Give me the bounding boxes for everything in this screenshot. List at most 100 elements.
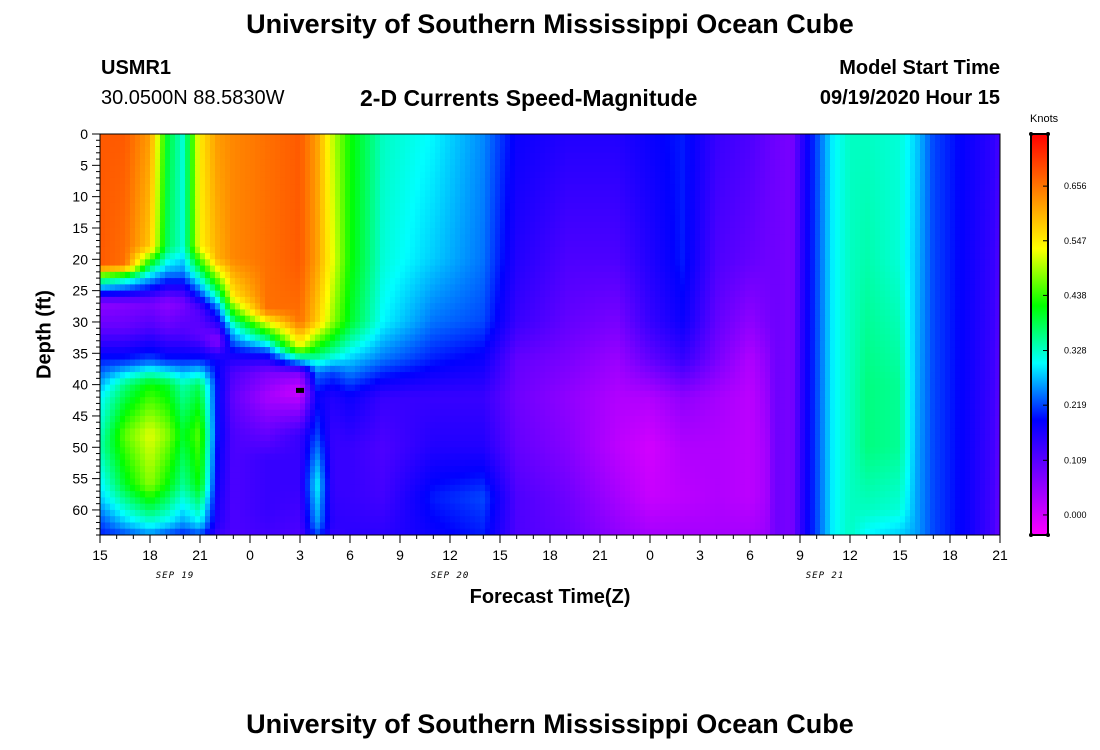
heatmap-cell — [665, 253, 671, 260]
heatmap-cell — [990, 134, 996, 141]
heatmap-cell — [600, 146, 606, 154]
heatmap-cell — [510, 221, 516, 229]
heatmap-cell — [560, 190, 566, 198]
heatmap-cell — [790, 159, 796, 166]
heatmap-cell — [855, 227, 861, 235]
heatmap-cell — [375, 152, 381, 160]
heatmap-cell — [850, 140, 856, 148]
heatmap-cell — [820, 190, 826, 198]
heatmap-cell — [615, 253, 621, 260]
heatmap-cell — [100, 284, 106, 292]
heatmap-cell — [960, 253, 966, 260]
heatmap-cell — [150, 184, 156, 191]
heatmap-cell — [715, 227, 721, 235]
heatmap-cell — [160, 171, 166, 179]
heatmap-cell — [440, 240, 446, 248]
heatmap-cell — [770, 246, 776, 254]
heatmap-cell — [915, 259, 921, 267]
heatmap-cell — [175, 165, 181, 173]
heatmap-cell — [670, 184, 676, 191]
heatmap-cell — [590, 259, 596, 267]
heatmap-cell — [580, 265, 586, 273]
heatmap-cell — [345, 202, 351, 210]
heatmap-cell — [645, 221, 651, 229]
heatmap-cell — [645, 253, 651, 260]
heatmap-cell — [230, 240, 236, 248]
heatmap-cell — [790, 246, 796, 254]
heatmap-cell — [835, 190, 841, 198]
heatmap-cell — [410, 296, 416, 304]
heatmap-cell — [295, 134, 301, 141]
heatmap-cell — [470, 184, 476, 191]
heatmap-cell — [610, 134, 616, 141]
heatmap-cell — [575, 159, 581, 166]
heatmap-cell — [865, 171, 871, 179]
heatmap-cell — [940, 296, 946, 304]
heatmap-cell — [600, 140, 606, 148]
heatmap-cell — [725, 171, 731, 179]
heatmap-cell — [760, 227, 766, 235]
heatmap-cell — [290, 215, 296, 223]
heatmap-cell — [690, 296, 696, 304]
heatmap-cell — [570, 240, 576, 248]
heatmap-cell — [600, 134, 606, 141]
heatmap-cell — [710, 171, 716, 179]
heatmap-cell — [320, 259, 326, 267]
heatmap-cell — [835, 290, 841, 298]
heatmap-cell — [675, 202, 681, 210]
heatmap-cell — [845, 240, 851, 248]
heatmap-cell — [195, 290, 201, 298]
heatmap-cell — [315, 190, 321, 198]
heatmap-cell — [300, 190, 306, 198]
heatmap-cell — [140, 202, 146, 210]
heatmap-cell — [885, 278, 891, 285]
heatmap-cell — [805, 265, 811, 273]
heatmap-cell — [820, 246, 826, 254]
heatmap-cell — [635, 296, 641, 304]
heatmap-cell — [580, 221, 586, 229]
heatmap-cell — [245, 296, 251, 304]
heatmap-cell — [690, 290, 696, 298]
heatmap-cell — [205, 190, 211, 198]
heatmap-cell — [390, 271, 396, 279]
heatmap-cell — [420, 227, 426, 235]
heatmap-cell — [170, 177, 176, 185]
heatmap-cell — [600, 253, 606, 260]
heatmap-cell — [675, 209, 681, 217]
heatmap-cell — [215, 278, 221, 285]
heatmap-cell — [205, 196, 211, 204]
heatmap-cell — [535, 152, 541, 160]
heatmap-cell — [665, 152, 671, 160]
heatmap-cell — [425, 159, 431, 166]
heatmap-cell — [795, 221, 801, 229]
heatmap-cell — [705, 290, 711, 298]
heatmap-cell — [815, 259, 821, 267]
heatmap-cell — [850, 134, 856, 141]
heatmap-cell — [180, 171, 186, 179]
heatmap-cell — [970, 215, 976, 223]
heatmap-cell — [220, 196, 226, 204]
heatmap-cell — [275, 234, 281, 242]
heatmap-cell — [260, 159, 266, 166]
heatmap-cell — [725, 246, 731, 254]
heatmap-cell — [965, 234, 971, 242]
heatmap-cell — [135, 146, 141, 154]
heatmap-cell — [130, 177, 136, 185]
heatmap-cell — [435, 221, 441, 229]
heatmap-cell — [795, 190, 801, 198]
heatmap-cell — [840, 140, 846, 148]
heatmap-cell — [755, 140, 761, 148]
heatmap-cell — [460, 253, 466, 260]
heatmap-cell — [170, 196, 176, 204]
heatmap-cell — [735, 184, 741, 191]
heatmap-cell — [865, 140, 871, 148]
heatmap-cell — [295, 259, 301, 267]
heatmap-cell — [720, 134, 726, 141]
heatmap-cell — [450, 177, 456, 185]
heatmap-cell — [390, 140, 396, 148]
heatmap-cell — [890, 278, 896, 285]
heatmap-cell — [890, 177, 896, 185]
heatmap-cell — [525, 215, 531, 223]
heatmap-cell — [850, 227, 856, 235]
heatmap-cell — [660, 271, 666, 279]
